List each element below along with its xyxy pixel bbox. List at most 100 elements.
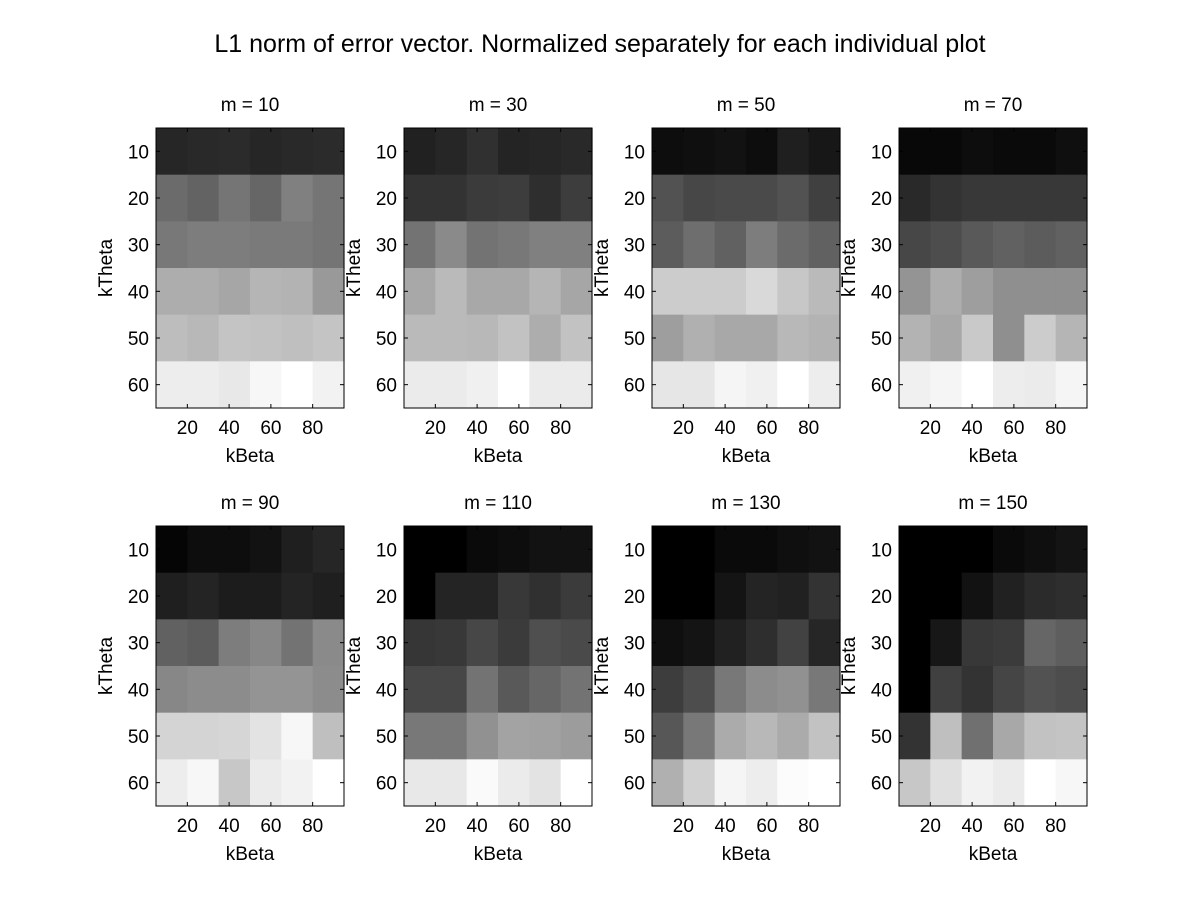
heatmap-cell [652,666,684,714]
y-tick-label: 10 [376,540,397,561]
heatmap-cell [683,666,716,714]
heatmap-cell [498,666,530,714]
heatmap-cell [714,221,747,269]
heatmap-cell [560,712,593,760]
heatmap-cell [281,174,314,222]
heatmap-cell [683,174,716,222]
heatmap-cell [808,128,841,176]
heatmap-cell [1024,572,1057,620]
y-tick-label: 60 [128,774,149,795]
heatmap-cell [808,221,841,269]
heatmap-cell [1024,174,1057,222]
panel-title: m = 130 [711,493,780,514]
heatmap-cell [435,268,468,316]
y-tick-label: 30 [624,236,645,257]
y-tick-label: 40 [624,680,645,701]
heatmap-cell [777,361,810,409]
y-tick-label: 50 [871,329,892,350]
axes-frame [403,127,593,409]
heatmap-cell [281,268,314,316]
heatmap-cell [777,221,810,269]
heatmap-cell [1055,759,1088,807]
heatmap-cell [529,314,562,362]
y-tick-label: 30 [376,634,397,655]
heatmap-cell [714,619,747,667]
heatmap-cell [498,572,530,620]
heatmap-cell [961,361,994,409]
heatmap-cell [560,619,593,667]
heatmap-cell [187,526,220,574]
heatmap-cell [930,314,963,362]
heatmap-panel-6: m = 110 20 40 60 80 10 20 30 40 50 60 kBeta kTheta [344,493,593,865]
heatmap-cell [187,572,220,620]
heatmap-cell [746,174,778,222]
y-tick-label: 50 [624,329,645,350]
heatmap-cell [808,666,841,714]
heatmap-cell [466,128,499,176]
heatmap-cell [156,619,188,667]
x-tick-label: 40 [715,816,736,837]
heatmap-cell [652,759,684,807]
heatmap-cell [683,712,716,760]
heatmap-cell [218,712,251,760]
heatmap-cell [156,361,188,409]
heatmap-cell [498,128,530,176]
heatmap-cell [1055,619,1088,667]
heatmap-cell [250,759,282,807]
heatmap-panel-5: m = 90 20 40 60 80 10 20 30 40 50 60 kBeta kTheta [96,493,345,865]
heatmap-cell [808,268,841,316]
heatmap-cell [187,361,220,409]
heatmap-cell [746,268,778,316]
y-tick-label: 50 [376,329,397,350]
heatmap-cell [250,619,282,667]
heatmap-cell [435,526,468,574]
heatmap-cell [529,268,562,316]
heatmap-cell [930,526,963,574]
heatmap-cell [1024,221,1057,269]
heatmap-cell [930,361,963,409]
heatmap-cell [312,221,345,269]
heatmap-cell [714,268,747,316]
heatmap-cell [1055,572,1088,620]
heatmap-cell [1055,314,1088,362]
heatmap-cell [312,666,345,714]
x-tick-label: 80 [302,816,323,837]
heatmap-cell [312,128,345,176]
panel-title: m = 30 [469,95,528,116]
heatmap-cell [746,666,778,714]
y-tick-label: 20 [128,189,149,210]
y-tick-label: 40 [871,282,892,303]
heatmap-cell [1055,268,1088,316]
heatmap-cell [404,268,436,316]
axes-frame [155,525,345,807]
heatmap-cell [961,174,994,222]
heatmap-cell [652,314,684,362]
y-tick-label: 10 [128,540,149,561]
heatmap-cell [1024,666,1057,714]
heatmap-cell [993,221,1025,269]
heatmap-cell [961,314,994,362]
heatmap-cell [683,361,716,409]
heatmap-cell [498,526,530,574]
y-tick-label: 40 [128,680,149,701]
x-axis-label: kBeta [474,446,523,467]
y-tick-label: 20 [871,587,892,608]
heatmap-cell [466,619,499,667]
heatmap-cell [156,314,188,362]
heatmap-cell [652,712,684,760]
heatmap-cell [560,666,593,714]
heatmap-cell [930,619,963,667]
heatmap-cell [312,268,345,316]
heatmap-cell [714,128,747,176]
heatmap-cell [435,361,468,409]
heatmap-cell [777,268,810,316]
heatmap-cell [993,572,1025,620]
y-axis-label: kTheta [839,239,860,298]
heatmap-cell [187,174,220,222]
heatmap-cell [899,572,931,620]
heatmap-cell [250,666,282,714]
heatmap-cell [404,759,436,807]
heatmap-cell [187,268,220,316]
heatmap-cell [466,759,499,807]
heatmap-cell [218,759,251,807]
